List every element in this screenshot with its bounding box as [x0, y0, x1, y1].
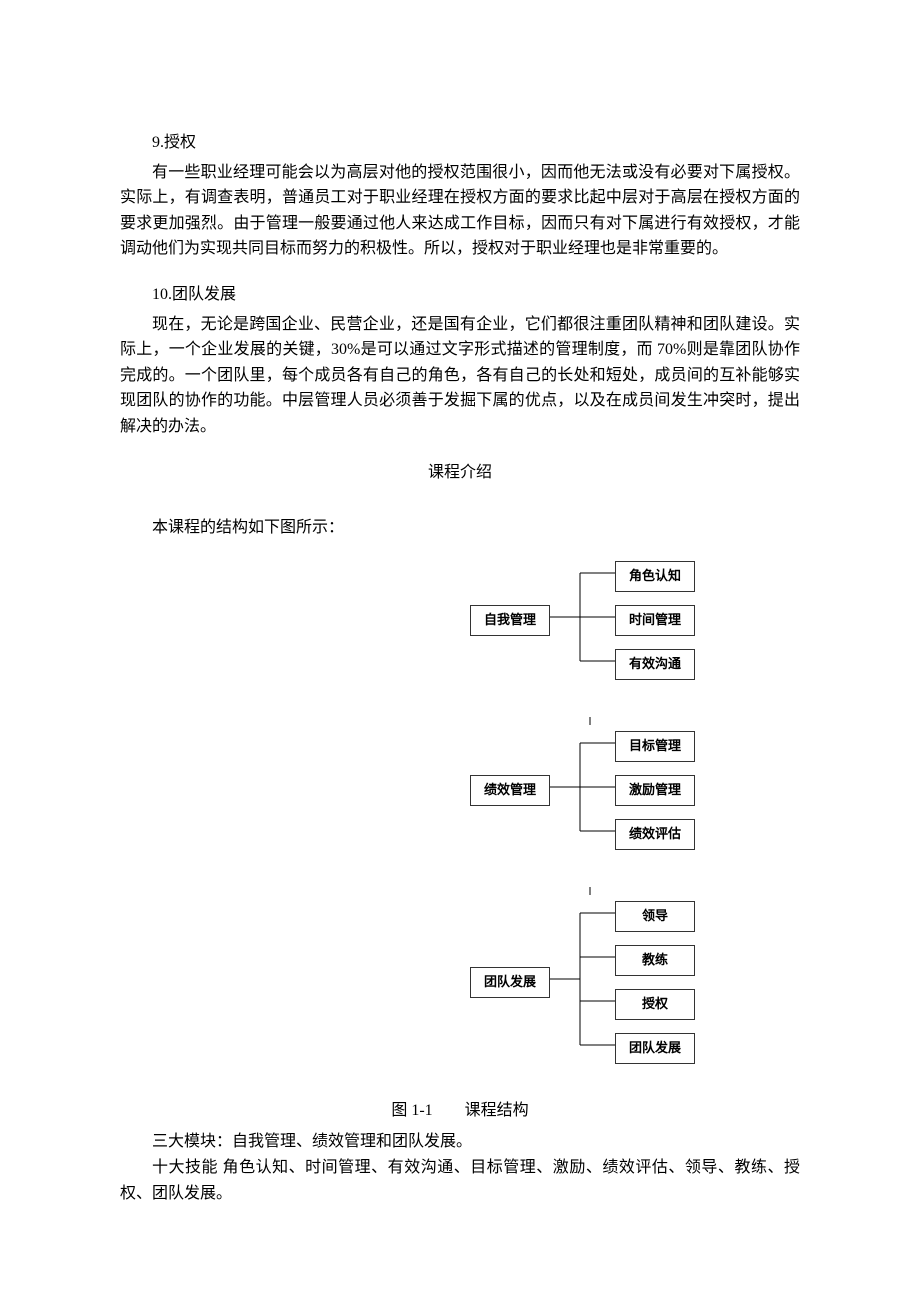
course-intro-line: 本课程的结构如下图所示： — [120, 515, 800, 541]
diagram-parent-node: 团队发展 — [470, 967, 550, 998]
diagram-child-node: 激励管理 — [615, 775, 695, 806]
heading-9: 9.授权 — [120, 130, 800, 156]
diagram-parent-node: 自我管理 — [470, 605, 550, 636]
page: 9.授权 有一些职业经理可能会以为高层对他的授权范围很小，因而他无法或没有必要对… — [0, 0, 920, 1302]
course-structure-diagram: 自我管理 角色认知时间管理有效沟通绩效管理 目标管理激励管理绩效评估团队发展 领导教练… — [370, 561, 870, 1086]
closing-skills: 十大技能 角色认知、时间管理、有效沟通、目标管理、激励、绩效评估、领导、教练、授… — [120, 1155, 800, 1206]
closing-modules: 三大模块：自我管理、绩效管理和团队发展。 — [120, 1129, 800, 1155]
diagram-child-node: 教练 — [615, 945, 695, 976]
diagram-child-node: 授权 — [615, 989, 695, 1020]
diagram-child-node: 领导 — [615, 901, 695, 932]
diagram-child-node: 目标管理 — [615, 731, 695, 762]
diagram-child-node: 有效沟通 — [615, 649, 695, 680]
diagram-child-node: 绩效评估 — [615, 819, 695, 850]
diagram-child-node: 角色认知 — [615, 561, 695, 592]
diagram-caption: 图 1-1 课程结构 — [120, 1098, 800, 1124]
diagram-parent-node: 绩效管理 — [470, 775, 550, 806]
paragraph-9: 有一些职业经理可能会以为高层对他的授权范围很小，因而他无法或没有必要对下属授权。… — [120, 160, 800, 262]
paragraph-10: 现在，无论是跨国企业、民营企业，还是国有企业，它们都很注重团队精神和团队建设。实… — [120, 312, 800, 440]
diagram-child-node: 时间管理 — [615, 605, 695, 636]
diagram-child-node: 团队发展 — [615, 1033, 695, 1064]
course-intro-title: 课程介绍 — [120, 460, 800, 486]
heading-10: 10.团队发展 — [120, 282, 800, 308]
